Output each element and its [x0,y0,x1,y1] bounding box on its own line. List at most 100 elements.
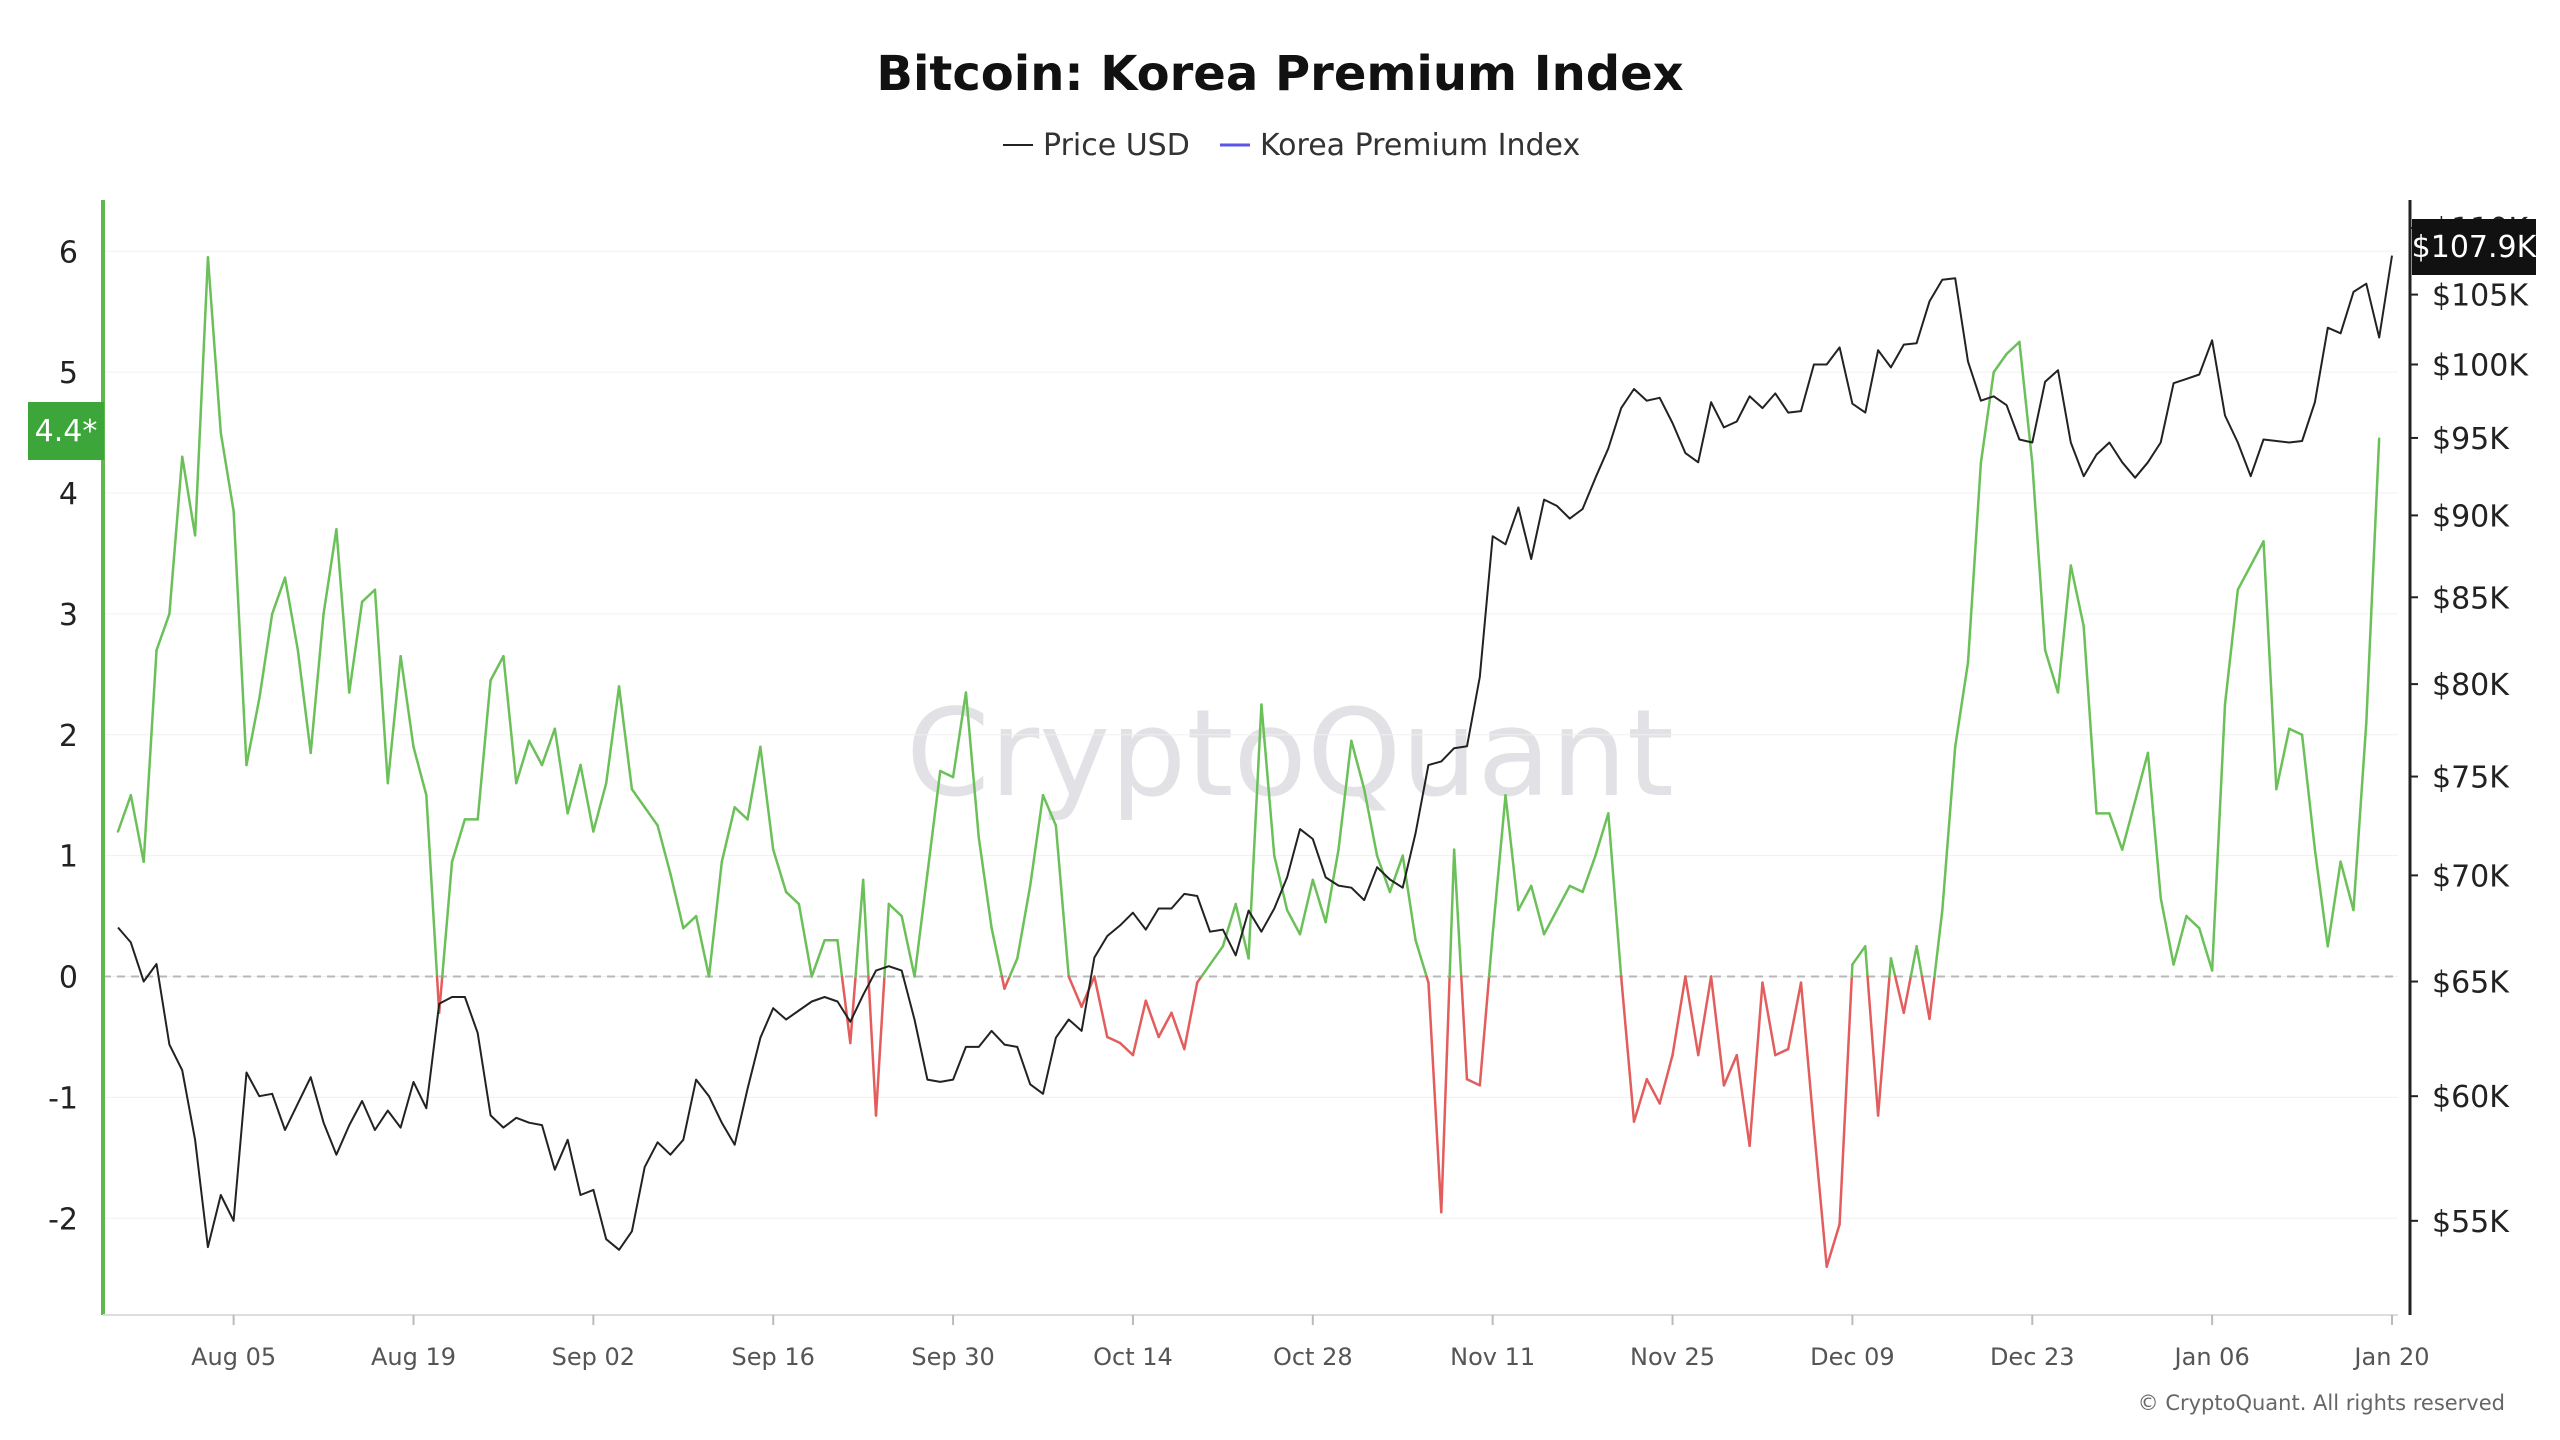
kpi-line-segment [441,860,454,978]
kpi-line-segment [1067,975,1083,1009]
kpi-line-segment [515,739,531,785]
chart-title: Bitcoin: Korea Premium Index [876,46,1683,102]
kpi-line-segment [771,848,788,894]
kpi-line-segment [348,600,364,694]
legend-item-korea-premium-index[interactable]: Korea Premium Index [1260,128,1580,163]
copyright-notice: © CryptoQuant. All rights reserved [2138,1391,2505,1415]
kpi-line-segment [489,654,505,682]
left-tick-label-5: 5 [59,356,78,391]
kpi-line-segment [836,939,844,978]
last-value-label-kpi: 4.4* [35,414,98,449]
series-price-usd [117,255,2393,1251]
kpi-line-segment [630,787,646,809]
kpi-line-segment [977,836,993,930]
kpi-line-segment [733,806,749,821]
kpi-line-segment [1594,812,1610,857]
last-value-label-price: $107.9K [2412,230,2538,265]
x-tick-label-sep-30: Sep 30 [911,1343,994,1371]
kpi-line-segment [1452,848,1463,978]
x-tick-label-sep-16: Sep 16 [732,1343,815,1371]
kpi-line-segment [951,691,968,779]
kpi-line-segment [1311,878,1327,924]
kpi-line-segment [2262,540,2278,791]
kpi-line-segment [1350,739,1366,791]
left-tick-label-3: 3 [59,598,78,633]
legend[interactable]: Price USD Korea Premium Index [1003,128,1580,163]
kpi-line-segment [1183,981,1199,1051]
kpi-line-segment [373,588,390,785]
kpi-line-segment [2133,751,2150,803]
kpi-line-segment [1247,703,1263,960]
kpi-line-segment [425,793,439,978]
series-korea-premium-index [116,256,2381,1268]
kpi-line-segment [682,914,698,930]
kpi-line-segment [540,727,557,767]
kpi-line-segment [1671,975,1687,1057]
kpi-line-segment [1893,975,1906,1015]
kpi-line-segment [840,975,852,1045]
kpi-line-segment [527,739,544,767]
kpi-line-segment [1401,854,1417,942]
kpi-line-segment [1170,1011,1186,1051]
kpi-line-segment [1260,703,1276,857]
kpi-line-segment [1761,981,1777,1057]
kpi-line-segment [2108,812,2124,851]
kpi-line-segment [1555,884,1572,912]
kpi-line-segment [553,727,569,815]
left-tick-label-4: 4 [59,477,78,512]
last-value-badge-price: $107.9K [2412,219,2538,275]
kpi-line-segment [1491,793,1507,936]
kpi-line-segment [1992,352,2008,374]
kpi-line-segment [1966,461,1983,664]
kpi-line-segment [2159,896,2175,966]
kpi-line-segment [1953,661,1970,749]
kpi-line-segment [1825,1223,1841,1268]
x-tick-label-jan-20: Jan 20 [2352,1343,2429,1371]
kpi-line-segment [1645,1078,1661,1105]
kpi-line-segment [1979,370,1995,465]
kpi-line-segment [1016,884,1032,960]
watermark: CryptoQuant [906,685,1674,824]
kpi-line-segment [2352,721,2368,912]
kpi-line-segment [1696,975,1713,1057]
kpi-line-segment [643,806,659,827]
kpi-line-segment [193,256,210,537]
kpi-line-segment [1487,932,1494,978]
x-tick-label-dec-23: Dec 23 [1990,1343,2075,1371]
kpi-line-segment [1658,1053,1674,1105]
kpi-line-segment [2056,564,2073,694]
kpi-line-segment [1799,981,1816,1129]
kpi-line-segment [1298,878,1315,936]
kpi-line-segment [938,769,955,779]
kpi-line-segment [964,691,981,839]
kpi-line-segment [1928,975,1936,1021]
right-tick-label-100k: $100K [2432,348,2529,383]
kpi-line-segment [283,576,300,652]
kpi-line-segment [867,975,878,1117]
kpi-line-segment [1028,793,1045,888]
kpi-line-segment [1459,975,1469,1081]
kpi-line-segment [2172,914,2188,966]
kpi-line-segment [887,902,903,918]
kpi-line-segment [2313,848,2330,948]
x-axis-ticks: Aug 05 Aug 19 Sep 02 Sep 16 Sep 30 Oct 14 Oct … [191,1315,2430,1371]
legend-item-price-usd[interactable]: Price USD [1043,128,1190,163]
kpi-line-segment [2185,914,2201,930]
kpi-line-segment [2236,564,2252,591]
kpi-line-segment [450,818,467,863]
kpi-line-segment [399,654,415,749]
right-tick-label-70k: $70K [2432,859,2510,894]
kpi-line-segment [1709,975,1726,1087]
kpi-line-segment [1920,975,1931,1021]
kpi-line-segment [1388,854,1404,894]
kpi-line-segment [2300,733,2317,851]
x-tick-label-aug-05: Aug 05 [191,1343,276,1371]
right-tick-label-90k: $90K [2432,499,2510,534]
kpi-line-segment [1748,981,1764,1148]
left-tick-label-0: 0 [59,961,78,996]
kpi-line-segment [874,975,886,1117]
kpi-line-segment [1722,1053,1739,1087]
kpi-line-segment [1915,945,1924,978]
left-tick-label-6: 6 [59,235,78,270]
kpi-line-segment [1440,975,1451,1214]
